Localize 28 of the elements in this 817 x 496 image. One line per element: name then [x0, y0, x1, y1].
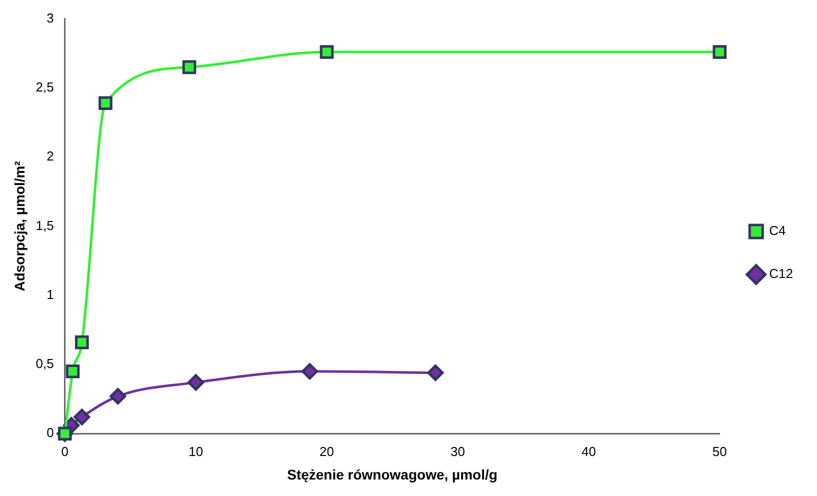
point: [302, 363, 318, 380]
y-tick-label: 0,5: [36, 356, 54, 372]
y-tick-label: 0: [46, 425, 54, 440]
point: [74, 408, 90, 426]
legend-label: C4: [769, 223, 786, 238]
point: [74, 335, 89, 350]
point: [427, 364, 444, 382]
y-tick-label: 1: [46, 286, 54, 302]
y-tick-label: 3: [46, 10, 54, 26]
y-tick-label: 2: [46, 148, 54, 164]
x-axis-title: Stężenie równowagowe, µmol/g: [287, 466, 498, 482]
x-tick-label: 40: [581, 444, 596, 459]
y-tick-label: 2,5: [36, 80, 54, 95]
x-tick-label: 0: [61, 444, 68, 459]
point: [98, 96, 112, 110]
point: [712, 45, 727, 59]
x-tick-label: 50: [712, 444, 727, 459]
point: [182, 60, 196, 74]
y-axis-title: Adsorpcja, µmol/m²: [11, 160, 28, 292]
point: [66, 364, 80, 378]
legend-label: C12: [769, 266, 794, 282]
x-tick-label: 20: [320, 444, 334, 459]
point: [320, 45, 334, 59]
point: [188, 374, 204, 391]
x-tick-label: 30: [450, 444, 465, 459]
point: [110, 388, 126, 405]
x-tick-label: 10: [188, 444, 204, 459]
y-tick-label: 1,5: [36, 218, 54, 233]
